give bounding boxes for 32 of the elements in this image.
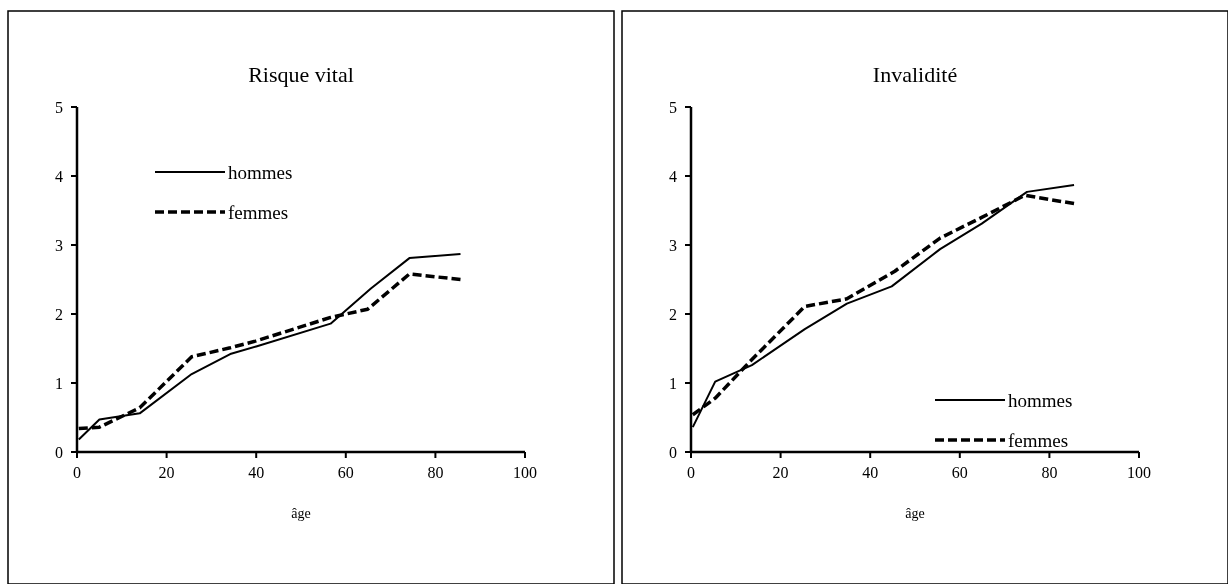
legend-label: hommes <box>228 161 293 183</box>
y-tick-label: 0 <box>669 443 677 461</box>
x-axis-title: âge <box>905 506 925 521</box>
y-tick-label: 3 <box>669 236 677 254</box>
y-tick-label: 2 <box>669 305 677 323</box>
y-tick-label: 5 <box>55 98 63 116</box>
x-tick-label: 0 <box>73 464 81 481</box>
legend-label: femmes <box>1008 429 1069 451</box>
x-tick-label: 40 <box>862 464 879 481</box>
x-tick-label: 80 <box>1041 464 1058 481</box>
y-tick-label: 3 <box>55 236 63 254</box>
y-tick-label: 4 <box>55 167 63 185</box>
y-tick-label: 4 <box>669 167 677 185</box>
x-tick-label: 100 <box>1127 464 1151 481</box>
x-tick-label: 20 <box>772 464 789 481</box>
x-tick-label: 60 <box>951 464 968 481</box>
x-tick-label: 20 <box>158 464 175 481</box>
y-tick-label: 0 <box>55 443 63 461</box>
x-tick-label: 0 <box>687 464 695 481</box>
x-tick-label: 100 <box>513 464 537 481</box>
chart-title: Invalidité <box>872 62 958 87</box>
y-tick-label: 1 <box>669 374 677 392</box>
x-tick-label: 60 <box>337 464 354 481</box>
x-tick-label: 40 <box>248 464 265 481</box>
y-tick-label: 2 <box>55 305 63 323</box>
y-tick-label: 5 <box>669 98 677 116</box>
legend-label: femmes <box>228 201 289 223</box>
y-tick-label: 1 <box>55 374 63 392</box>
legend-label: hommes <box>1008 389 1073 411</box>
x-tick-label: 80 <box>427 464 444 481</box>
chart-title: Risque vital <box>248 62 354 87</box>
x-axis-title: âge <box>291 506 311 521</box>
